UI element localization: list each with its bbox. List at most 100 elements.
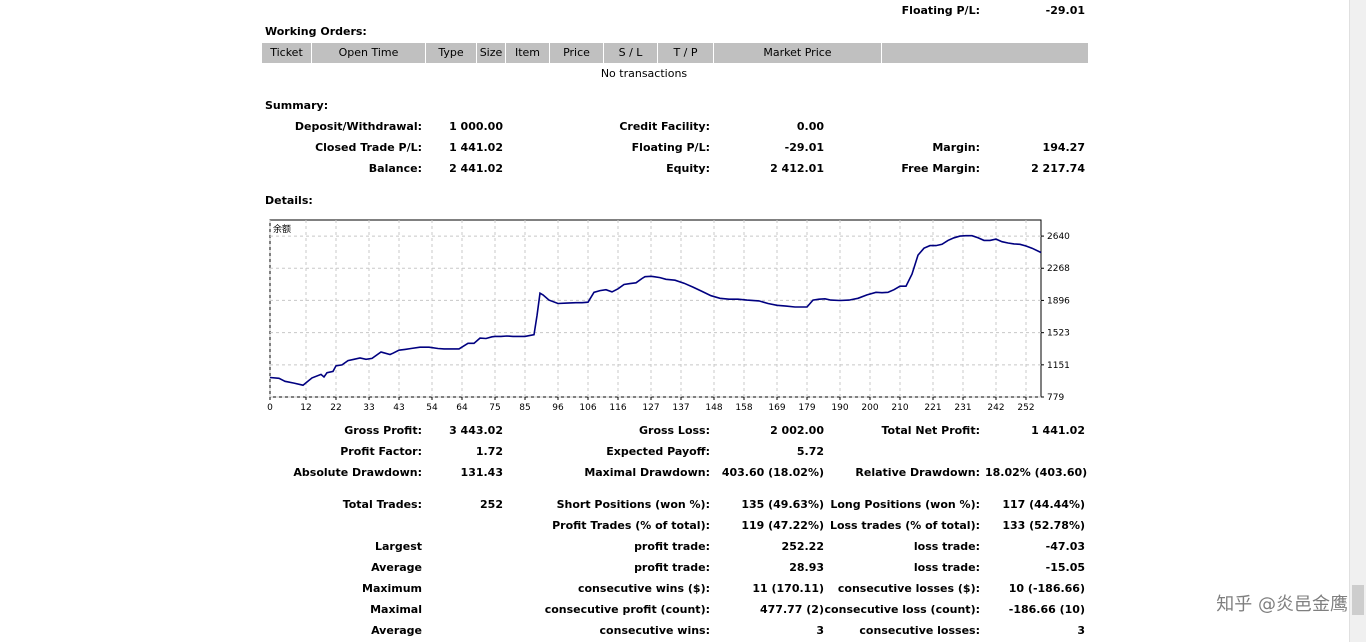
details-label: profit trade: <box>634 540 710 553</box>
chart-balance-line <box>269 234 1042 387</box>
details-label: consecutive wins ($): <box>577 582 710 595</box>
no-transactions-text: No transactions <box>600 67 688 80</box>
details-label: Expected Payoff: <box>606 445 710 458</box>
details-title: Details: <box>265 194 313 207</box>
chart-x-tick-label: 33 <box>363 403 374 413</box>
balance-chart: 0 12 22 33 43 54 64 75 85 96 106 116 127 137 148 158 169… <box>267 219 1070 413</box>
chart-x-tick-label: 75 <box>489 403 500 413</box>
details-label: Largest <box>375 540 422 553</box>
col-empty <box>882 43 1088 63</box>
details-value: 28.93 <box>789 561 824 574</box>
col-sl: S / L <box>604 43 658 63</box>
chart-x-tick-label: 200 <box>861 403 878 413</box>
chart-x-tick-label: 106 <box>579 403 596 413</box>
chart-x-tick-label: 148 <box>705 403 722 413</box>
details-value: 131.43 <box>460 466 503 479</box>
chart-y-tick-label: 1523 <box>1047 329 1070 339</box>
summary-value: 2 441.02 <box>449 162 503 175</box>
details-label: consecutive loss (count): <box>824 603 980 616</box>
details-value: 1.72 <box>475 445 503 458</box>
details-label: Average <box>371 624 422 637</box>
summary-value: 0.00 <box>796 120 824 133</box>
details-label: consecutive losses ($): <box>837 582 980 595</box>
chart-x-tick-label: 252 <box>1017 403 1034 413</box>
details-label: Total Trades: <box>342 498 422 511</box>
col-price: Price <box>550 43 604 63</box>
chart-x-tick-label: 127 <box>642 403 659 413</box>
chart-y-tick-label: 2268 <box>1047 264 1070 274</box>
summary-value: 194.27 <box>1042 141 1085 154</box>
details-label: Gross Loss: <box>639 424 710 437</box>
details-label: Maximal <box>370 603 422 616</box>
chart-x-tick-label: 221 <box>924 403 941 413</box>
details-label: Loss trades (% of total): <box>829 519 980 532</box>
details-label: Absolute Drawdown: <box>293 466 422 479</box>
chart-y-tick-label: 2640 <box>1047 232 1070 242</box>
col-market-price: Market Price <box>714 43 882 63</box>
chart-title: 余额 <box>273 223 291 235</box>
chart-x-tick-label: 12 <box>300 403 311 413</box>
chart-y-tick-label: 1896 <box>1047 296 1070 306</box>
col-item: Item <box>506 43 550 63</box>
details-label: Maximum <box>362 582 422 595</box>
watermark-text: 知乎 @炎邑金鹰 <box>1216 594 1348 615</box>
chart-x-tick-label: 22 <box>330 403 341 413</box>
chart-x-tick-label: 158 <box>735 403 752 413</box>
working-orders-title: Working Orders: <box>265 25 367 38</box>
details-label: Long Positions (won %): <box>830 498 980 511</box>
details-label: consecutive losses: <box>859 624 980 637</box>
details-value: 133 (52.78%) <box>1002 519 1085 532</box>
summary-value: 1 441.02 <box>449 141 503 154</box>
chart-x-tick-label: 43 <box>393 403 404 413</box>
col-open-time: Open Time <box>312 43 426 63</box>
summary-label: Free Margin: <box>901 162 980 175</box>
scrollbar-thumb[interactable] <box>1352 585 1364 615</box>
chart-x-tick-label: 242 <box>987 403 1004 413</box>
col-tp: T / P <box>658 43 714 63</box>
details-label: Short Positions (won %): <box>556 498 710 511</box>
chart-x-tick-label: 64 <box>456 403 468 413</box>
details-value: -15.05 <box>1045 561 1085 574</box>
chart-x-tick-label: 210 <box>891 403 908 413</box>
details-value: 3 <box>816 624 824 637</box>
orders-table-header: Ticket Open Time Type Size Item Price S … <box>262 43 1088 63</box>
details-value: 3 <box>1077 624 1085 637</box>
chart-x-tick-label: 190 <box>831 403 848 413</box>
vertical-scrollbar[interactable] <box>1349 0 1366 642</box>
summary-label: Closed Trade P/L: <box>315 141 422 154</box>
summary-value: 2 217.74 <box>1031 162 1085 175</box>
details-label: Average <box>371 561 422 574</box>
details-label: Relative Drawdown: <box>855 466 980 479</box>
chart-plot-area <box>269 219 1042 398</box>
details-label: consecutive wins: <box>599 624 710 637</box>
chart-y-tick-label: 1151 <box>1047 361 1070 371</box>
details-value: 2 002.00 <box>770 424 824 437</box>
summary-label: Deposit/Withdrawal: <box>294 120 422 133</box>
details-value: 10 (-186.66) <box>1008 582 1085 595</box>
header-floating-pl-value: -29.01 <box>1045 4 1085 17</box>
details-value: 135 (49.63%) <box>741 498 824 511</box>
summary-value: 2 412.01 <box>770 162 824 175</box>
summary-label: Balance: <box>368 162 422 175</box>
details-value: 477.77 (2) <box>760 603 824 616</box>
chart-y-tick-label: 779 <box>1047 393 1064 403</box>
details-value: -47.03 <box>1045 540 1085 553</box>
details-label: loss trade: <box>913 561 980 574</box>
summary-label: Credit Facility: <box>619 120 710 133</box>
details-value: 3 443.02 <box>449 424 503 437</box>
details-label: Maximal Drawdown: <box>584 466 710 479</box>
chart-x-tick-label: 116 <box>609 403 626 413</box>
chart-x-tick-label: 96 <box>552 403 564 413</box>
chart-x-tick-label: 54 <box>426 403 438 413</box>
summary-label: Margin: <box>932 141 980 154</box>
details-value: 119 (47.22%) <box>741 519 824 532</box>
chart-x-tick-label: 179 <box>798 403 815 413</box>
summary-label: Equity: <box>666 162 710 175</box>
details-label: profit trade: <box>634 561 710 574</box>
details-value: 252 <box>480 498 503 511</box>
details-value: -186.66 (10) <box>1008 603 1085 616</box>
chart-x-tick-label: 0 <box>267 403 273 413</box>
col-type: Type <box>426 43 477 63</box>
details-label: Profit Factor: <box>340 445 422 458</box>
summary-label: Floating P/L: <box>631 141 710 154</box>
